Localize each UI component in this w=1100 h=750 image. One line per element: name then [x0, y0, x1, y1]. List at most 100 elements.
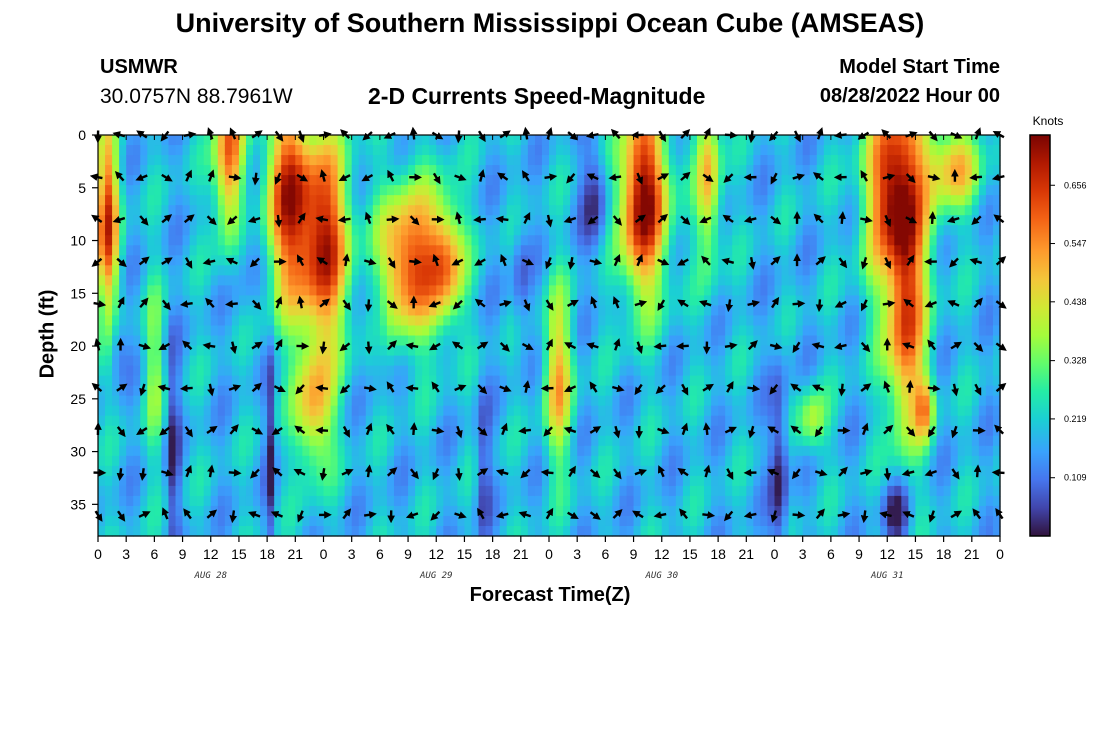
heat-cell [852, 485, 860, 497]
heat-cell [281, 215, 289, 226]
heat-cell [626, 365, 635, 377]
heat-cell [605, 215, 614, 226]
heat-cell [767, 305, 776, 317]
heat-cell [288, 175, 296, 186]
heat-cell [802, 455, 811, 467]
heat-cell [358, 295, 367, 307]
heat-cell [182, 285, 191, 297]
heat-cell [950, 245, 959, 256]
heat-cell [563, 315, 571, 327]
heat-cell [767, 255, 776, 266]
heat-cell [753, 205, 762, 216]
heat-cell [267, 335, 275, 347]
heat-cell [189, 365, 198, 377]
heat-cell [217, 135, 226, 146]
heat-cell [577, 305, 585, 317]
heat-cell [288, 405, 296, 417]
heat-cell [901, 315, 909, 327]
heat-cell [584, 305, 592, 317]
heat-cell [302, 155, 311, 166]
heat-cell [260, 475, 268, 487]
heat-cell [689, 255, 698, 266]
heat-cell [386, 375, 395, 387]
heat-cell [492, 455, 501, 467]
heat-cell [457, 225, 466, 236]
heat-cell [288, 485, 296, 497]
heat-cell [323, 225, 332, 236]
heat-cell [408, 145, 416, 156]
heat-cell [626, 205, 635, 216]
heat-cell [457, 505, 466, 517]
heat-cell [901, 345, 909, 357]
heat-cell [682, 515, 691, 527]
heat-cell [915, 195, 924, 206]
heat-cell [570, 515, 578, 527]
heat-cell [605, 165, 614, 176]
heat-cell [915, 285, 924, 297]
heat-cell [809, 295, 818, 307]
heat-cell [372, 295, 381, 307]
heat-cell [668, 285, 677, 297]
heat-cell [957, 395, 966, 407]
heat-cell [295, 525, 303, 537]
heat-cell [894, 265, 902, 276]
heat-cell [725, 315, 733, 327]
heat-cell [541, 375, 550, 387]
heat-cell [746, 445, 754, 457]
heat-cell [478, 285, 487, 297]
heat-cell [739, 255, 747, 266]
heat-cell [901, 245, 909, 256]
heat-cell [943, 345, 952, 357]
heat-cell [253, 485, 261, 497]
heat-cell [950, 325, 959, 337]
heat-cell [154, 165, 163, 176]
heat-cell [915, 175, 924, 186]
heat-cell [788, 175, 797, 186]
heat-cell [182, 135, 191, 146]
heat-cell [506, 445, 515, 457]
heat-cell [781, 515, 790, 527]
heat-cell [837, 325, 846, 337]
heat-cell [647, 325, 656, 337]
heat-cell [781, 195, 790, 206]
heat-cell [866, 265, 874, 276]
heat-cell [358, 505, 367, 517]
heat-cell [112, 515, 120, 527]
heat-cell [401, 315, 409, 327]
heat-cell [513, 305, 522, 317]
heat-cell [880, 145, 888, 156]
heat-cell [492, 365, 501, 377]
heat-cell [746, 275, 754, 286]
heat-cell [859, 465, 867, 477]
heat-cell [471, 345, 480, 357]
heat-cell [781, 295, 790, 307]
heat-cell [203, 365, 212, 377]
heat-cell [816, 335, 825, 347]
heat-cell [245, 395, 254, 407]
chart-title: 2-D Currents Speed-Magnitude [368, 83, 706, 109]
heat-cell [379, 325, 388, 337]
heat-cell [485, 315, 494, 327]
heat-cell [492, 395, 501, 407]
heat-cell [647, 405, 656, 417]
heat-cell [245, 345, 254, 357]
heat-cell [302, 515, 311, 527]
heat-cell [887, 365, 895, 377]
heat-cell [506, 395, 515, 407]
heat-cell [513, 225, 522, 236]
heat-cell [450, 205, 458, 216]
heat-cell [788, 415, 797, 427]
heat-cell [379, 455, 388, 467]
heat-cell [732, 235, 740, 246]
heat-cell [98, 185, 106, 196]
heat-cell [570, 315, 578, 327]
heat-cell [492, 275, 501, 286]
heat-cell [619, 515, 628, 527]
heat-cell [323, 175, 332, 186]
heat-cell [168, 215, 177, 226]
heat-cell [436, 445, 444, 457]
heat-cell [619, 135, 628, 146]
heat-cell [506, 305, 515, 317]
heat-cell [584, 135, 592, 146]
heat-cell [675, 315, 684, 327]
